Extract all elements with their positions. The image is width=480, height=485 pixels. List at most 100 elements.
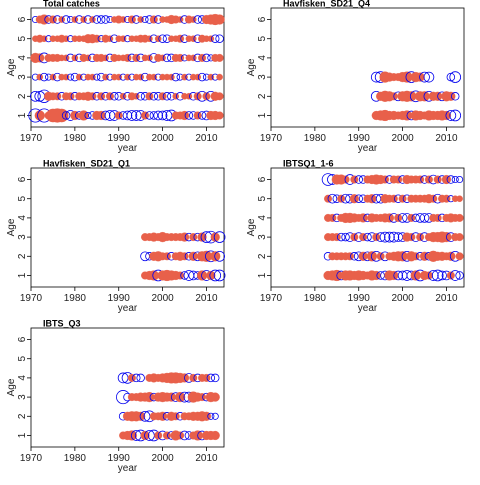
positive-residual-bubble xyxy=(366,251,377,262)
negative-residual-bubble xyxy=(110,92,119,101)
y-tick-label: 6 xyxy=(17,16,28,22)
negative-residual-bubble xyxy=(157,110,168,121)
panel-title: Total catches xyxy=(43,0,100,9)
x-tick-label: 1980 xyxy=(304,133,327,144)
negative-residual-bubble xyxy=(419,71,430,83)
positive-residual-bubble xyxy=(127,15,136,24)
bubbles xyxy=(321,173,464,282)
x-tick-label: 2010 xyxy=(195,453,218,464)
positive-residual-bubble xyxy=(162,252,171,261)
negative-residual-bubble xyxy=(388,231,400,243)
positive-residual-bubble xyxy=(197,232,207,242)
y-tick-label: 2 xyxy=(17,413,28,419)
positive-residual-bubble xyxy=(185,93,193,100)
positive-residual-bubble xyxy=(328,213,337,222)
x-tick-label: 1980 xyxy=(64,293,87,304)
negative-residual-bubble xyxy=(336,232,346,242)
x-tick-label: 1970 xyxy=(260,133,283,144)
positive-residual-bubble xyxy=(196,270,208,281)
y-axis-label: Age xyxy=(246,58,257,76)
positive-residual-bubble xyxy=(105,92,114,101)
positive-residual-bubble xyxy=(415,72,425,82)
positive-residual-bubble xyxy=(53,92,62,101)
positive-residual-bubble xyxy=(154,35,162,42)
negative-residual-bubble xyxy=(96,15,106,24)
negative-residual-bubble xyxy=(130,110,142,121)
negative-residual-bubble xyxy=(206,373,216,383)
bubbles xyxy=(370,71,462,122)
x-tick-label: 2000 xyxy=(391,293,414,304)
positive-residual-bubble xyxy=(78,110,89,121)
negative-residual-bubble xyxy=(116,390,131,405)
positive-residual-bubble xyxy=(126,430,137,441)
negative-residual-bubble xyxy=(162,92,172,101)
x-tick-label: 2000 xyxy=(391,133,414,144)
positive-residual-bubble xyxy=(119,93,127,100)
negative-residual-bubble xyxy=(93,73,101,81)
positive-residual-bubble xyxy=(202,373,211,382)
negative-residual-bubble xyxy=(61,15,71,24)
positive-residual-bubble xyxy=(210,232,220,242)
y-axis-label: Age xyxy=(6,58,17,76)
positive-residual-bubble xyxy=(407,213,416,222)
positive-residual-bubble xyxy=(84,54,92,62)
negative-residual-bubble xyxy=(397,213,408,223)
positive-residual-bubble xyxy=(35,53,45,63)
y-tick-label: 2 xyxy=(17,253,28,259)
y-tick-label: 4 xyxy=(17,375,28,381)
positive-residual-bubble xyxy=(189,373,198,382)
positive-residual-bubble xyxy=(149,15,158,24)
negative-residual-bubble xyxy=(210,373,220,383)
negative-residual-bubble xyxy=(393,270,404,281)
y-tick-label: 1 xyxy=(17,432,28,438)
plot-frame xyxy=(270,167,465,288)
positive-residual-bubble xyxy=(176,271,185,280)
negative-residual-bubble xyxy=(456,175,464,184)
positive-residual-bubble xyxy=(176,16,184,23)
positive-residual-bubble xyxy=(332,233,341,242)
x-tick-label: 1970 xyxy=(20,453,43,464)
negative-residual-bubble xyxy=(84,111,92,120)
negative-residual-bubble xyxy=(450,92,460,101)
negative-residual-bubble xyxy=(207,412,215,420)
y-tick-label: 6 xyxy=(257,176,268,182)
bubbles xyxy=(140,230,226,282)
positive-residual-bubble xyxy=(162,431,171,440)
positive-residual-bubble xyxy=(180,252,189,261)
y-tick-label: 3 xyxy=(17,394,28,400)
negative-residual-bubble xyxy=(449,109,462,122)
negative-residual-bubble xyxy=(213,269,226,282)
positive-residual-bubble xyxy=(433,213,442,222)
y-tick-label: 3 xyxy=(17,234,28,240)
x-axis-label: year xyxy=(118,303,138,314)
y-tick-label: 4 xyxy=(257,55,268,61)
negative-residual-bubble xyxy=(210,34,220,43)
positive-residual-bubble xyxy=(194,73,201,81)
y-tick-label: 2 xyxy=(17,93,28,99)
negative-residual-bubble xyxy=(209,269,222,282)
x-axis-label: year xyxy=(358,303,378,314)
positive-residual-bubble xyxy=(132,93,140,100)
positive-residual-bubble xyxy=(349,194,359,204)
x-tick-label: 2010 xyxy=(195,293,218,304)
positive-residual-bubble xyxy=(193,92,202,101)
negative-residual-bubble xyxy=(449,270,461,281)
positive-residual-bubble xyxy=(389,194,398,203)
negative-residual-bubble xyxy=(451,175,459,184)
positive-residual-bubble xyxy=(80,16,87,23)
panel-title: Havfisken_SD21_Q4 xyxy=(283,0,370,9)
plot-frame xyxy=(30,167,225,288)
negative-residual-bubble xyxy=(141,15,149,24)
positive-residual-bubble xyxy=(416,175,425,184)
negative-residual-bubble xyxy=(136,92,145,101)
x-tick-label: 1990 xyxy=(348,293,371,304)
negative-residual-bubble xyxy=(153,110,164,121)
panel-3: Havfisken_SD21_Q1 1970 1980 1990 2000 2010 1 2 3… xyxy=(6,159,226,314)
x-tick-label: 1990 xyxy=(108,453,131,464)
negative-residual-bubble xyxy=(145,111,154,120)
positive-residual-bubble xyxy=(193,111,202,120)
negative-residual-bubble xyxy=(126,110,138,121)
panel-title: IBTSQ1_1-6 xyxy=(283,159,334,169)
